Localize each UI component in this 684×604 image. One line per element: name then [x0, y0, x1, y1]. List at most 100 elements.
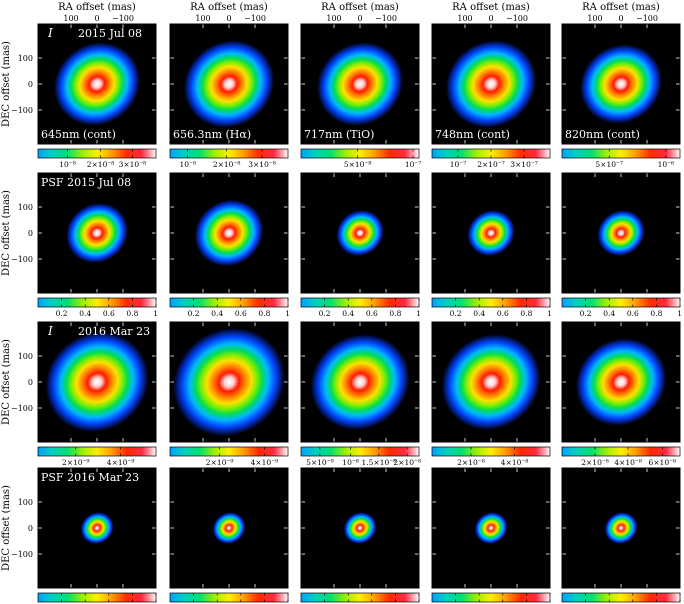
panel-frame	[37, 172, 157, 294]
filter-label: 645nm (cont)	[41, 128, 116, 141]
colorbar-tick-label: 0.2	[450, 309, 462, 318]
colorbar-tick-label: 1	[547, 309, 552, 318]
ra-tick-label: −100	[375, 14, 397, 23]
ra-tick-label: −100	[506, 14, 528, 23]
colorbar-tick-label: 6×10⁻⁸	[649, 458, 677, 467]
colorbar-tick-label: 2×10⁻⁸	[87, 160, 115, 169]
colorbar-tick-label: 0.6	[366, 309, 378, 318]
panel-frame	[300, 321, 420, 443]
source-image	[441, 334, 541, 430]
colorbar-tick-label: 4×10⁻⁸	[501, 458, 529, 467]
source-image	[317, 42, 403, 126]
source-image	[54, 42, 140, 126]
colorbar-tick-label: 5×10⁻⁸	[344, 160, 372, 169]
ra-tick-label: 0	[618, 14, 623, 23]
panel-frame	[431, 321, 551, 443]
panel-frame	[561, 172, 681, 294]
image-panel	[300, 467, 420, 589]
colorbar-tick-label: 0.2	[580, 309, 592, 318]
ra-axis-title: RA offset (mas)	[190, 2, 268, 13]
image-panel: PSF 2016 Mar 23	[37, 467, 157, 589]
colorbar-tick-label: 10⁻⁷	[450, 160, 467, 169]
dec-tick-label: 0	[28, 524, 33, 533]
colorbar: 5×10⁻⁷ 10⁻⁶	[561, 148, 681, 169]
image-panel	[169, 172, 289, 294]
colorbar: 0.20.40.60.81	[300, 592, 420, 603]
dec-axis-title: DEC offset (mas)	[1, 339, 12, 425]
colorbar-tick-label: 2×10⁻⁷	[477, 160, 505, 169]
dec-axis-title: DEC offset (mas)	[1, 485, 12, 571]
colorbar: 0.20.40.60.81	[169, 592, 289, 603]
colorbar-tick-label: 10⁻⁸	[179, 160, 196, 169]
panel-frame	[37, 467, 157, 589]
dec-axis-title: DEC offset (mas)	[1, 41, 12, 127]
colorbar-tick-label: 2×10⁻⁸	[393, 458, 421, 467]
colorbar-tick-label: 1.5×10⁻⁸	[362, 458, 397, 467]
colorbar-gradient	[300, 592, 420, 603]
ra-tick-label: −100	[244, 14, 266, 23]
colorbar-gradient	[431, 592, 551, 603]
colorbar-gradient	[561, 446, 681, 457]
colorbar-tick-label: 10⁻⁶	[658, 160, 675, 169]
colorbar-tick-label: 0.6	[497, 309, 509, 318]
colorbar-tick-label: 10⁻⁸	[59, 160, 76, 169]
image-panel	[169, 321, 289, 443]
colorbar: 0.20.40.60.81	[37, 592, 157, 603]
image-panel: I 2016 Mar 23	[37, 321, 157, 443]
row-label-stokes: I	[47, 324, 53, 338]
ra-tick-label: 100	[587, 14, 602, 23]
row-label: PSF 2016 Mar 23	[41, 471, 139, 484]
source-image	[173, 328, 285, 436]
ra-tick-label: 100	[326, 14, 341, 23]
source-image	[45, 332, 149, 432]
colorbar: 2×10⁻⁸ 4×10⁻⁸	[431, 446, 551, 467]
colorbar: 10⁻⁷ 2×10⁻⁷ 3×10⁻⁷	[431, 148, 551, 169]
colorbar-gradient	[169, 592, 289, 603]
panel-frame	[431, 172, 551, 294]
ra-tick-label: 0	[357, 14, 362, 23]
colorbar-tick-label: 0.6	[235, 309, 247, 318]
ra-tick-label: 100	[457, 14, 472, 23]
ra-tick-label: 0	[488, 14, 493, 23]
colorbar-tick-label: 0.8	[126, 309, 138, 318]
ra-tick-label: 100	[195, 14, 210, 23]
panel-frame	[300, 172, 420, 294]
image-panel	[431, 172, 551, 294]
source-image	[576, 338, 666, 426]
panel-frame	[431, 467, 551, 589]
row-label: 2015 Jul 08	[78, 27, 142, 40]
dec-tick-label: 100	[18, 54, 33, 63]
image-panel: 820nm (cont)	[561, 23, 681, 145]
dec-tick-label: −100	[11, 106, 33, 115]
image-panel	[431, 467, 551, 589]
colorbar-tick-label: 1	[153, 309, 158, 318]
source-image	[336, 210, 384, 256]
colorbar-gradient	[431, 446, 551, 457]
colorbar-tick-label: 0.8	[520, 309, 532, 318]
colorbar-tick-label: 3×10⁻⁷	[510, 160, 538, 169]
source-image	[446, 40, 536, 128]
colorbar-gradient	[37, 592, 157, 603]
image-panel: I 2015 Jul 08 645nm (cont)	[37, 23, 157, 145]
colorbar: 0.20.40.60.81	[431, 592, 551, 603]
filter-label: 656.3nm (Hα)	[173, 128, 251, 141]
colorbar-tick-label: 2×10⁻⁹	[62, 458, 90, 467]
colorbar-tick-label: 5×10⁻⁷	[595, 160, 623, 169]
colorbar-tick-label: 2×10⁻⁹	[206, 458, 234, 467]
source-image	[580, 44, 662, 124]
colorbar-tick-label: 0.4	[79, 309, 91, 318]
panel-frame	[37, 23, 157, 145]
ra-axis-title: RA offset (mas)	[452, 2, 530, 13]
source-image	[194, 199, 264, 267]
panel-frame	[561, 23, 681, 145]
panel-frame	[561, 321, 681, 443]
dec-axis-title: DEC offset (mas)	[1, 190, 12, 276]
colorbar-tick-label: 0.4	[603, 309, 615, 318]
colorbar-tick-label: 0.6	[103, 309, 115, 318]
